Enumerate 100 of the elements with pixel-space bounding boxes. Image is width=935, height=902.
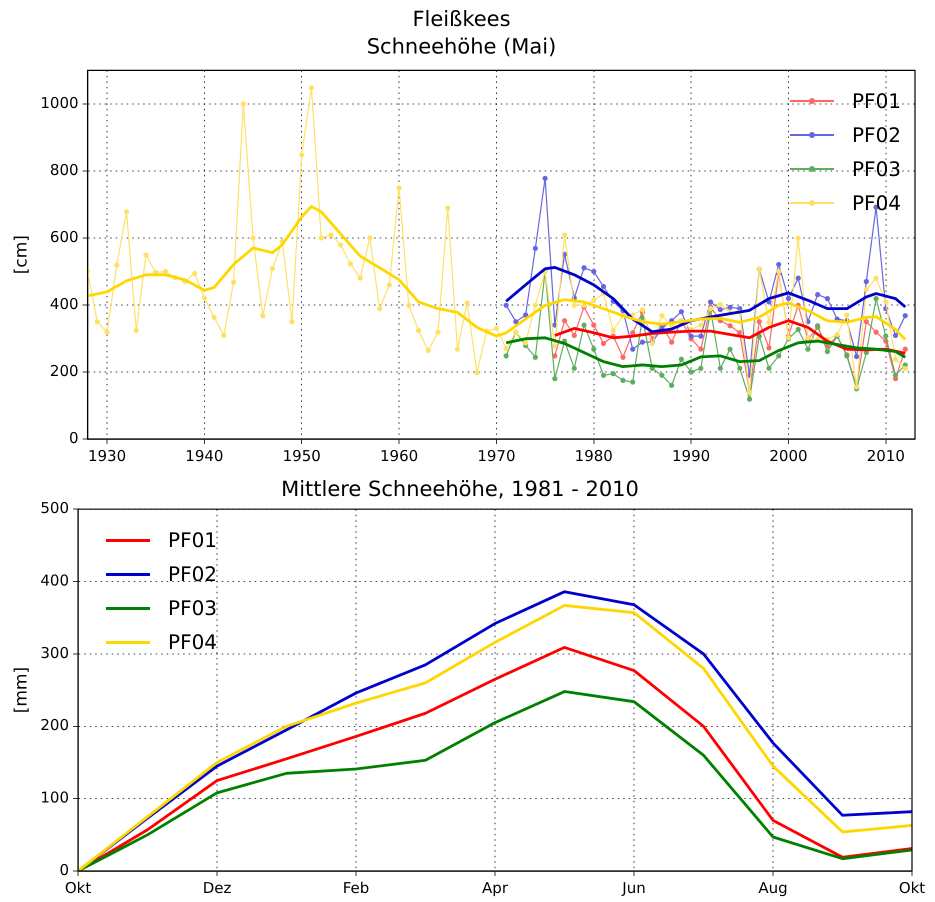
y-tick-label: 200 [50,362,79,380]
y-axis-title: [cm] [12,235,32,274]
point [727,323,733,328]
point [581,322,587,328]
legend-label: PF02 [852,122,902,150]
point [815,292,820,298]
point [902,346,908,352]
point [600,372,606,378]
point [504,302,509,308]
y-tick-label: 100 [40,788,70,807]
point [883,334,888,339]
point [620,354,626,360]
x-tick-label: 1950 [282,446,321,465]
point [591,268,596,274]
point [572,332,577,338]
point [620,378,626,383]
point [824,296,830,302]
point [532,354,538,360]
legend-label: PF01 [168,527,218,554]
x-tick-label: 1960 [380,446,418,465]
point [610,371,616,376]
point [591,322,596,328]
point [708,299,714,305]
point [669,340,674,345]
x-tick-label: 1990 [672,446,710,465]
point [688,334,694,339]
x-tick-label: 2010 [866,446,905,465]
y-axis-title: [mm] [12,666,32,714]
point [591,346,596,352]
point [786,296,792,302]
point [698,346,704,352]
x-tick-label: Feb [342,878,370,897]
point [698,334,704,339]
x-tick-label: Apr [482,878,509,897]
point [581,265,587,270]
point [630,346,636,352]
y-tick-label: 500 [40,499,70,518]
y-tick-label: 200 [40,716,70,734]
chart-title: Mittlere Schneehöhe, 1981 - 2010 [281,477,639,502]
point [854,354,860,360]
point [824,348,830,354]
point [542,176,548,181]
point [727,346,733,352]
chart-subtitle: Schneehöhe (Mai) [366,34,556,58]
y-tick-label: 400 [40,571,70,590]
point [688,369,694,375]
legend-label: PF03 [168,595,218,622]
y-tick-label: 400 [50,294,79,313]
point [892,332,898,338]
x-tick-label: 1980 [574,446,613,465]
legend-label: PF04 [852,190,902,218]
point [756,319,762,324]
y-tick-label: 600 [50,228,79,246]
x-tick-label: Jun [621,878,646,897]
point [600,284,606,290]
point [718,366,723,371]
x-tick-label: Dez [202,878,232,897]
point [766,345,772,350]
point [864,319,869,324]
point [600,340,606,346]
legend-label: PF03 [852,156,902,184]
point [766,366,772,371]
point [892,372,898,378]
x-tick-label: 1940 [185,446,224,465]
point [572,366,577,371]
point [727,304,733,310]
x-tick-label: Aug [758,878,788,897]
point [630,379,636,385]
point [718,307,723,312]
y-tick-label: 300 [40,644,70,662]
point [630,330,636,336]
y-tick-label: 800 [50,160,79,179]
point [532,246,538,251]
point [640,340,646,345]
point [562,318,568,324]
point [864,278,869,284]
point [523,312,528,318]
x-tick-label: 1970 [477,446,516,465]
point [873,296,879,302]
y-tick-label: 1000 [40,94,79,112]
y-tick-label: 0 [69,428,79,447]
point [678,309,684,314]
point [504,353,509,358]
x-tick-label: Okt [64,878,92,897]
point [513,319,518,324]
point [805,346,811,352]
point [669,382,674,388]
point [737,366,742,371]
point [552,376,558,382]
point [902,313,908,318]
x-tick-label: 1930 [88,446,126,465]
point [678,356,684,362]
legend-label: PF02 [168,561,218,588]
chart-title: Fleißkees [412,7,511,32]
point [873,330,879,335]
point [796,326,801,332]
legend-label: PF01 [852,88,902,116]
point [746,396,752,402]
point [776,262,782,268]
point [659,372,665,378]
